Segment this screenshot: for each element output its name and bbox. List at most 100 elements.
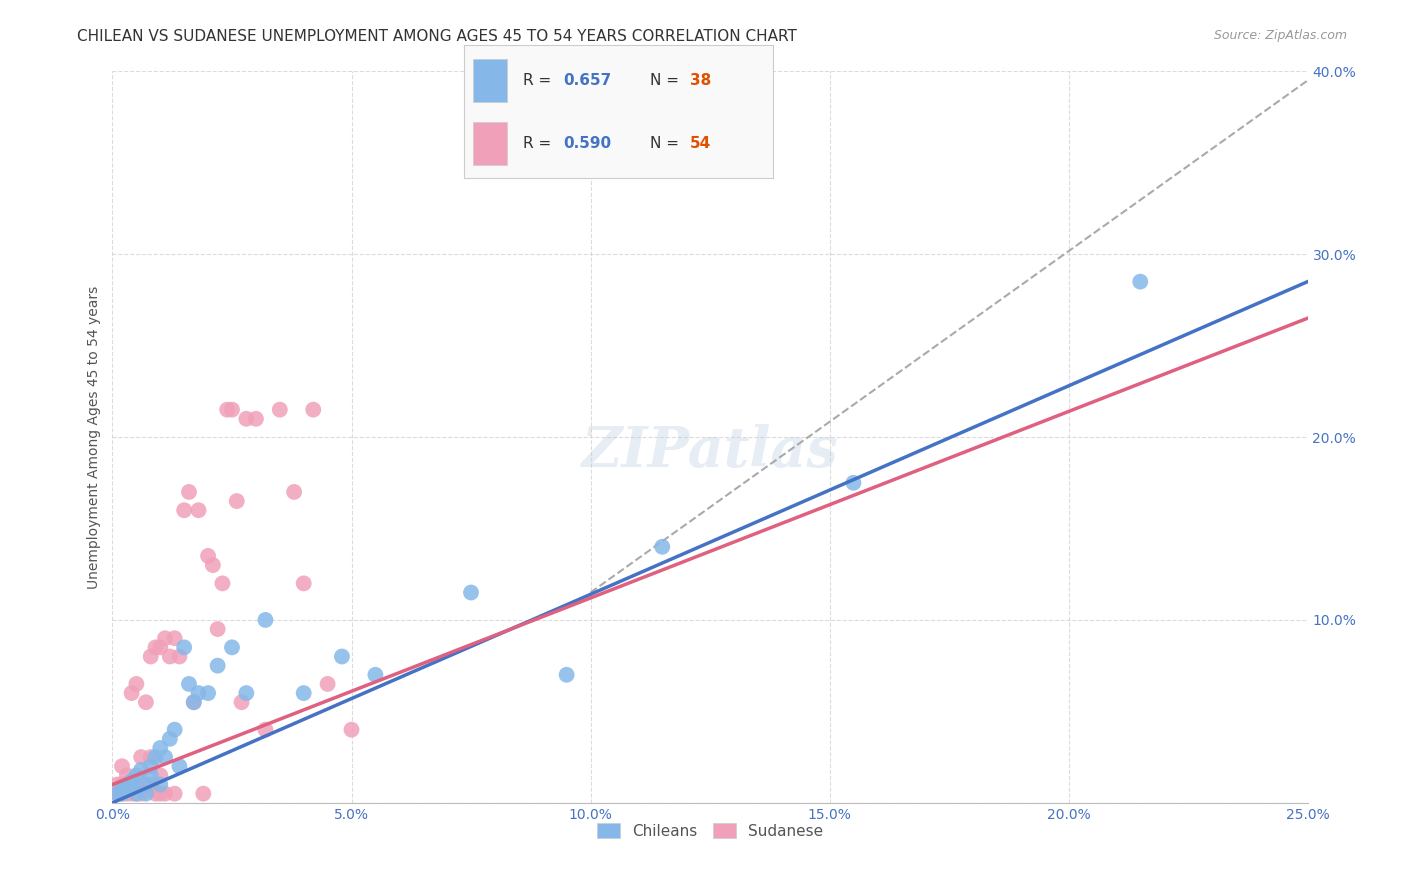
Point xyxy=(159,649,181,664)
Point xyxy=(197,549,219,563)
Point xyxy=(254,723,277,737)
Text: CHILEAN VS SUDANESE UNEMPLOYMENT AMONG AGES 45 TO 54 YEARS CORRELATION CHART: CHILEAN VS SUDANESE UNEMPLOYMENT AMONG A… xyxy=(77,29,797,44)
Point xyxy=(115,781,138,796)
Point xyxy=(177,677,200,691)
Point xyxy=(115,778,138,792)
Point xyxy=(330,649,353,664)
Point xyxy=(149,787,172,801)
Point xyxy=(183,695,205,709)
Point xyxy=(254,613,277,627)
Point xyxy=(125,787,148,801)
Point xyxy=(842,475,865,490)
Point xyxy=(173,640,195,655)
Point xyxy=(145,787,167,801)
Text: N =: N = xyxy=(650,73,683,88)
Point xyxy=(149,778,172,792)
Point xyxy=(121,778,143,792)
Point xyxy=(153,632,176,646)
Point xyxy=(115,768,138,782)
Point xyxy=(139,649,162,664)
Point xyxy=(169,759,191,773)
Point xyxy=(111,759,134,773)
Point xyxy=(207,622,229,636)
Point xyxy=(121,686,143,700)
Text: Source: ZipAtlas.com: Source: ZipAtlas.com xyxy=(1213,29,1347,42)
Text: 38: 38 xyxy=(690,73,711,88)
Point xyxy=(129,763,152,777)
Point xyxy=(121,773,143,788)
Point xyxy=(139,750,162,764)
Point xyxy=(145,640,167,655)
Point xyxy=(105,778,128,792)
Y-axis label: Unemployment Among Ages 45 to 54 years: Unemployment Among Ages 45 to 54 years xyxy=(87,285,101,589)
Point xyxy=(125,677,148,691)
Point xyxy=(197,686,219,700)
Point xyxy=(135,695,157,709)
Point xyxy=(135,778,157,792)
Point xyxy=(163,723,186,737)
Point xyxy=(292,686,315,700)
Point xyxy=(145,750,167,764)
Point xyxy=(149,740,172,755)
FancyBboxPatch shape xyxy=(474,122,508,165)
Point xyxy=(183,695,205,709)
Point xyxy=(111,781,134,796)
Point xyxy=(135,778,157,792)
Point xyxy=(153,750,176,764)
Point xyxy=(111,778,134,792)
Point xyxy=(169,649,191,664)
Point xyxy=(283,485,305,500)
Point xyxy=(187,686,209,700)
Text: R =: R = xyxy=(523,73,555,88)
Point xyxy=(111,787,134,801)
Point xyxy=(139,768,162,782)
Point xyxy=(187,503,209,517)
Point xyxy=(235,412,257,426)
Point xyxy=(201,558,224,573)
Point xyxy=(173,503,195,517)
Point xyxy=(235,686,257,700)
Point xyxy=(163,787,186,801)
Text: 0.657: 0.657 xyxy=(562,73,612,88)
Point xyxy=(129,750,152,764)
Point xyxy=(1129,275,1152,289)
Point xyxy=(231,695,253,709)
Legend: Chileans, Sudanese: Chileans, Sudanese xyxy=(589,815,831,847)
Point xyxy=(221,640,243,655)
Point xyxy=(105,787,128,801)
Text: N =: N = xyxy=(650,136,683,151)
Point xyxy=(269,402,291,417)
Point xyxy=(121,787,143,801)
Point xyxy=(121,778,143,792)
Point xyxy=(177,485,200,500)
Text: 0.590: 0.590 xyxy=(562,136,612,151)
Point xyxy=(460,585,482,599)
Point xyxy=(221,402,243,417)
Point xyxy=(292,576,315,591)
Point xyxy=(139,778,162,792)
Point xyxy=(651,540,673,554)
Point xyxy=(125,778,148,792)
Point xyxy=(163,632,186,646)
Point xyxy=(149,768,172,782)
Point xyxy=(115,781,138,796)
Point xyxy=(225,494,247,508)
FancyBboxPatch shape xyxy=(474,59,508,102)
Point xyxy=(211,576,233,591)
Point xyxy=(302,402,325,417)
Point xyxy=(135,787,157,801)
Point xyxy=(139,759,162,773)
Point xyxy=(340,723,363,737)
Point xyxy=(125,768,148,782)
Point xyxy=(316,677,339,691)
Point xyxy=(245,412,267,426)
Text: 54: 54 xyxy=(690,136,711,151)
Point xyxy=(115,787,138,801)
Point xyxy=(105,787,128,801)
Text: ZIPatlas: ZIPatlas xyxy=(582,425,838,479)
Point xyxy=(207,658,229,673)
Point xyxy=(153,787,176,801)
Point xyxy=(125,787,148,801)
Point xyxy=(555,667,578,681)
Point xyxy=(111,787,134,801)
